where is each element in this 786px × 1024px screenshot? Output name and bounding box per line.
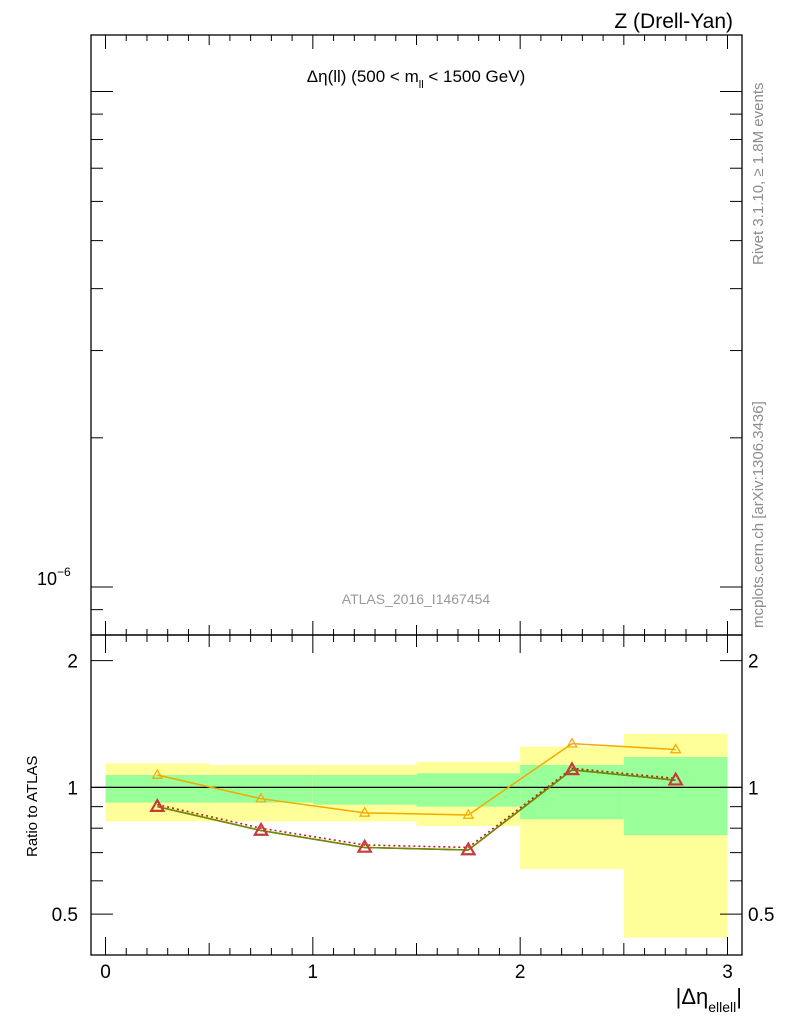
mcplots-reference-label: mcplots.cern.ch [arXiv:1306.3436]	[750, 401, 767, 628]
series-marker-0	[566, 737, 578, 748]
x-axis-label-suffix: |	[736, 984, 742, 1009]
process-label: Z (Drell-Yan)	[614, 10, 733, 33]
main-title: Δη(ll) (500 < mll < 1500 GeV)	[307, 67, 525, 91]
band-inner	[623, 757, 728, 836]
series-marker-4	[460, 841, 477, 856]
x-axis-label-main: |Δη	[676, 984, 709, 1009]
x-axis-label-subscript: ellell	[708, 999, 736, 1015]
rivet-version-label: Rivet 3.1.10, ≥ 1.8M events	[750, 83, 767, 266]
ratio-x-tick-label: 2	[515, 962, 526, 983]
main-title-suffix: < 1500 GeV)	[424, 67, 526, 86]
main-y-tick-base: 10	[37, 569, 57, 589]
series-marker-0	[462, 808, 475, 819]
series-marker-0	[669, 743, 682, 754]
mc-series	[149, 737, 684, 856]
ratio-y-tick-label-right: 2	[748, 652, 759, 673]
ratio-x-tick-label: 0	[100, 962, 111, 983]
ratio-y-tick-label-left: 0.5	[52, 905, 78, 926]
analysis-label: ATLAS_2016_I1467454	[342, 591, 491, 607]
main-frame	[90, 34, 743, 636]
uncertainty-bands	[105, 733, 728, 938]
ratio-ticks: 0.5 0.5 1 1 2 2 0 1 2 3	[52, 635, 774, 983]
main-title-prefix: Δη(ll) (500 < m	[307, 67, 419, 86]
ratio-y-tick-label-left: 1	[67, 778, 78, 799]
ratio-panel: 0.5 0.5 1 1 2 2 0 1 2 3 Ratio to ATLAS |Δηellell|	[24, 634, 774, 1015]
ratio-x-tick-label: 3	[722, 962, 733, 983]
series-marker-4	[252, 821, 270, 836]
main-panel: Δη(ll) (500 < mll < 1500 GeV) 10−6 ATLAS…	[37, 34, 743, 636]
main-title-subscript: ll	[419, 79, 424, 91]
series-marker-0	[151, 768, 164, 779]
ratio-y-tick-label-left: 2	[67, 652, 78, 673]
series-marker-4	[356, 838, 373, 853]
series-marker-4	[563, 761, 581, 776]
series-marker-0	[255, 792, 267, 803]
series-marker-0	[358, 806, 371, 817]
main-y-ticks	[91, 35, 742, 636]
ratio-x-axis-label: |Δηellell|	[676, 984, 742, 1015]
band-inner	[416, 773, 521, 807]
main-y-tick-label: 10−6	[37, 565, 71, 589]
series-marker-4	[667, 771, 684, 786]
series-line-3	[157, 769, 676, 851]
ratio-y-tick-label-right: 0.5	[748, 905, 774, 926]
series-line-0	[157, 742, 676, 816]
ratio-y-tick-label-right: 1	[748, 778, 759, 799]
ratio-y-axis-label: Ratio to ATLAS	[24, 756, 41, 857]
band-inner	[312, 774, 417, 805]
series-marker-4	[149, 797, 166, 812]
main-y-tick-exponent: −6	[57, 565, 71, 579]
ratio-x-tick-label: 1	[308, 962, 319, 983]
